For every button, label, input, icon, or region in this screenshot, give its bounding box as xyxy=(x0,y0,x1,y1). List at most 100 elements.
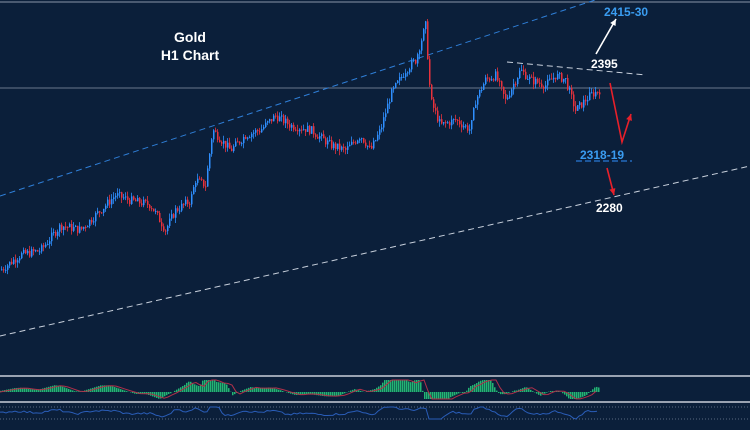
candle-body xyxy=(155,211,157,213)
histogram-bar xyxy=(58,385,60,392)
histogram-bar xyxy=(274,388,276,392)
support-label: 2318-19 xyxy=(580,148,625,162)
histogram-bar xyxy=(72,390,74,392)
candle-body xyxy=(147,200,149,205)
candle-body xyxy=(471,120,473,130)
candle-body xyxy=(115,195,117,198)
bearish-extension-arrow-head xyxy=(609,188,616,195)
histogram-bar xyxy=(420,382,422,392)
candle-body xyxy=(149,204,151,209)
candle-body xyxy=(447,122,449,124)
candle-body xyxy=(19,258,21,261)
histogram-bar xyxy=(478,381,480,392)
candle-body xyxy=(195,182,197,188)
histogram-bar xyxy=(308,392,310,395)
histogram-bar xyxy=(472,385,474,392)
candle-body xyxy=(203,179,205,187)
histogram-bar xyxy=(124,390,126,392)
candle-body xyxy=(181,203,183,211)
candle-body xyxy=(525,71,527,79)
candle-body xyxy=(319,136,321,139)
candle-body xyxy=(497,71,499,81)
candle-body xyxy=(513,83,515,90)
candle-body xyxy=(389,101,391,104)
candle-body xyxy=(65,226,67,228)
candle-body xyxy=(15,259,17,263)
histogram-bar xyxy=(594,387,596,392)
histogram-bar xyxy=(590,391,592,392)
candle-body xyxy=(425,21,427,30)
histogram-bar xyxy=(144,392,146,394)
candle-body xyxy=(327,140,329,145)
histogram-bar xyxy=(176,389,178,392)
candle-body xyxy=(487,77,489,79)
candle-body xyxy=(519,70,521,79)
candle-body xyxy=(227,142,229,148)
histogram-bar xyxy=(324,392,326,397)
histogram-bar xyxy=(488,380,490,392)
histogram-bar xyxy=(506,392,508,394)
candle-body xyxy=(361,138,363,140)
candle-body xyxy=(453,119,455,121)
candle-body xyxy=(591,92,593,94)
candle-body xyxy=(21,253,23,259)
histogram-bar xyxy=(254,387,256,392)
candle-body xyxy=(569,87,571,90)
candle-body xyxy=(129,199,131,204)
candle-body xyxy=(575,106,577,111)
candle-body xyxy=(61,224,63,230)
candle-body xyxy=(73,226,75,231)
histogram-bar xyxy=(582,392,584,397)
candle-body xyxy=(243,136,245,144)
candle-body xyxy=(109,199,111,205)
candle-body xyxy=(375,140,377,142)
histogram-bar xyxy=(50,386,52,392)
histogram-bar xyxy=(584,392,586,397)
histogram-bar xyxy=(276,389,278,392)
candle-body xyxy=(563,78,565,82)
candle-body xyxy=(559,73,561,75)
candle-body xyxy=(187,199,189,204)
candle-body xyxy=(571,87,573,95)
candle-body xyxy=(139,197,141,204)
candle-body xyxy=(395,83,397,88)
histogram-bar xyxy=(170,392,172,394)
chart-title-timeframe: H1 Chart xyxy=(160,47,220,63)
histogram-bar xyxy=(576,392,578,399)
histogram-bar xyxy=(232,392,234,396)
histogram-bar xyxy=(348,391,350,392)
histogram-bar xyxy=(456,392,458,395)
candle-body xyxy=(349,144,351,147)
histogram-bar xyxy=(312,392,314,395)
histogram-bar xyxy=(228,388,230,392)
histogram-bar xyxy=(328,392,330,397)
histogram-bar xyxy=(42,388,44,392)
histogram-bar xyxy=(104,385,106,392)
candle-body xyxy=(411,60,413,70)
histogram-bar xyxy=(194,384,196,392)
candle-body xyxy=(565,78,567,80)
histogram-bar xyxy=(112,386,114,392)
candle-body xyxy=(537,78,539,83)
candle-body xyxy=(241,143,243,145)
histogram-bar xyxy=(120,389,122,392)
candle-body xyxy=(343,146,345,148)
candle-body xyxy=(555,77,557,80)
candle-body xyxy=(179,210,181,212)
histogram-bar xyxy=(458,392,460,394)
candle-body xyxy=(357,140,359,144)
candle-body xyxy=(193,187,195,195)
candle-body xyxy=(29,250,31,257)
histogram-bar xyxy=(18,387,20,392)
histogram-bar xyxy=(470,385,472,392)
candle-body xyxy=(427,21,429,60)
candle-body xyxy=(209,153,211,169)
candle-body xyxy=(131,196,133,204)
candle-body xyxy=(127,196,129,200)
candle-body xyxy=(505,93,507,99)
candle-body xyxy=(503,86,505,94)
histogram-bar xyxy=(352,389,354,392)
candle-body xyxy=(273,115,275,122)
candle-body xyxy=(521,69,523,71)
